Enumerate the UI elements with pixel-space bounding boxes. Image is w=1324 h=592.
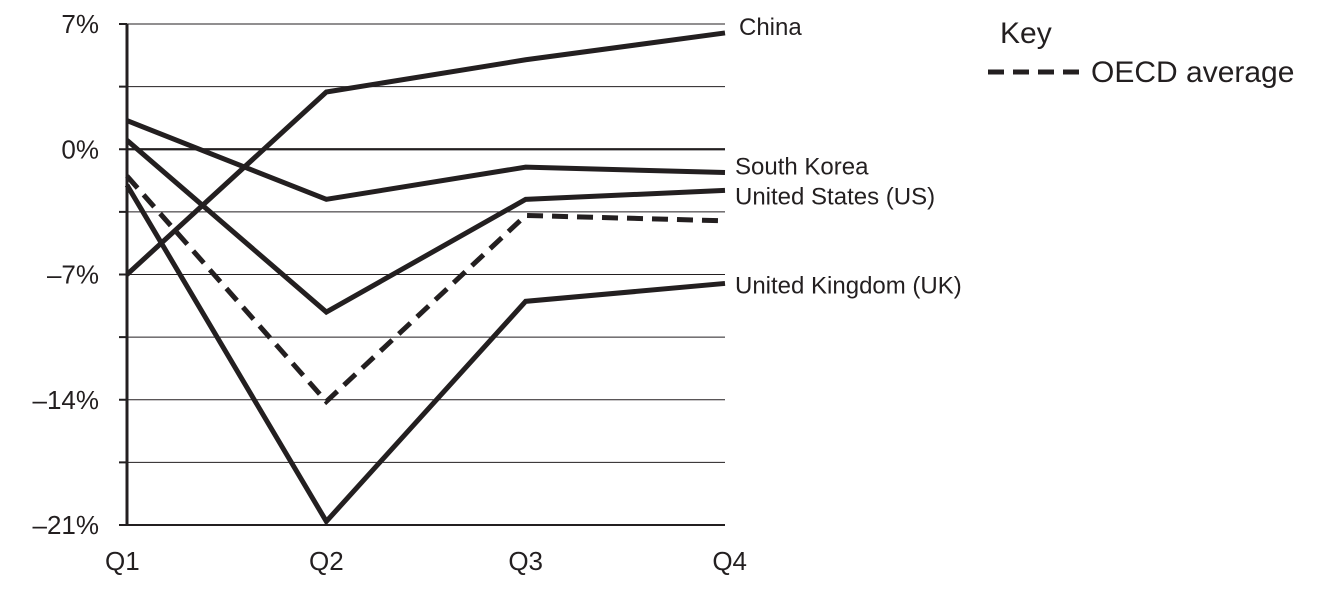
series-line-south-korea	[126, 118, 726, 202]
series-line-oecd-average	[125, 174, 726, 406]
x-tick-label: Q3	[508, 546, 543, 576]
series-line-united-kingdom-uk	[124, 183, 726, 526]
x-tick-label: Q4	[712, 546, 747, 576]
series-label-south-korea: South Korea	[735, 154, 869, 181]
legend: Key OECD average	[988, 17, 1294, 89]
series-layer	[124, 30, 726, 526]
series-label-united-states-us: United States (US)	[735, 183, 935, 210]
series-label-united-kingdom-uk: United Kingdom (UK)	[735, 272, 962, 299]
legend-title: Key	[1000, 17, 1052, 50]
axis-layer: 7% 0% –7% –14% –21%Q1 Q2 Q3 Q4	[33, 9, 748, 576]
y-tick-label: –14%	[33, 385, 100, 415]
series-label-china: China	[739, 14, 802, 41]
y-tick-label: –7%	[47, 260, 99, 290]
series-line-china	[125, 30, 726, 277]
y-tick-label: –21%	[33, 510, 100, 540]
series-line-united-states-us	[125, 138, 726, 316]
legend-label-oecd-average: OECD average	[1091, 56, 1294, 89]
y-tick-label: 7%	[61, 9, 99, 39]
x-tick-label: Q2	[309, 546, 344, 576]
y-tick-label: 0%	[61, 134, 99, 164]
x-tick-label: Q1	[105, 546, 140, 576]
